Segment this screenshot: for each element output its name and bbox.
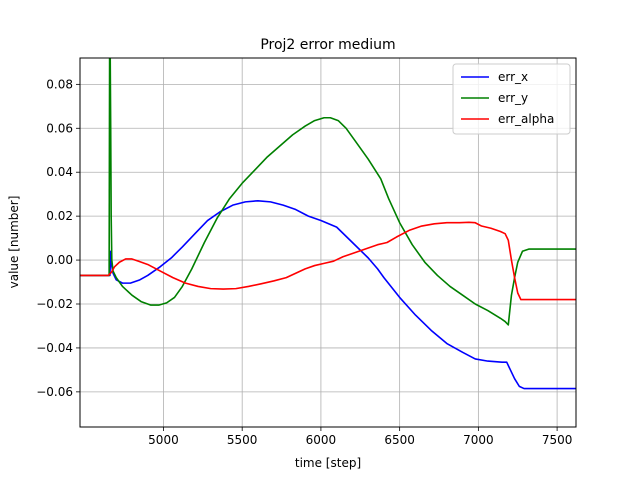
plot-frame [79, 57, 577, 428]
y-tick-label: −0.04 [36, 341, 73, 355]
legend-label: err_y [498, 91, 528, 105]
series-line-err-alpha [80, 221, 576, 301]
x-tick-label: 7500 [542, 433, 573, 447]
x-tick-label: 6500 [384, 433, 415, 447]
x-axis-label: time [step] [295, 456, 361, 470]
series-lines [80, 58, 576, 390]
axis-ticks: 5000 5500 6000 6500 7000 7500 −0.06 −0.04 −0.02 0… [36, 77, 572, 447]
x-tick-label: 7000 [463, 433, 494, 447]
series-line-err-x [80, 199, 576, 390]
legend-label: err_alpha [498, 112, 554, 126]
x-tick-label: 5500 [227, 433, 258, 447]
legend-label: err_x [498, 70, 528, 84]
y-tick-label: 0.02 [46, 209, 73, 223]
y-tick-label: 0.08 [46, 77, 73, 91]
chart-title: Proj2 error medium [260, 37, 395, 53]
y-axis-label: value [number] [7, 196, 21, 289]
y-tick-label: 0.06 [46, 121, 73, 135]
legend: err_x err_y err_alpha [452, 63, 571, 135]
y-tick-label: 0.00 [46, 253, 73, 267]
y-tick-label: −0.02 [36, 297, 73, 311]
series-line-err-y [80, 58, 576, 326]
x-tick-label: 6000 [306, 433, 337, 447]
y-tick-label: 0.04 [46, 165, 73, 179]
legend-box [452, 63, 571, 135]
y-tick-label: −0.06 [36, 385, 73, 399]
x-tick-label: 5000 [148, 433, 179, 447]
